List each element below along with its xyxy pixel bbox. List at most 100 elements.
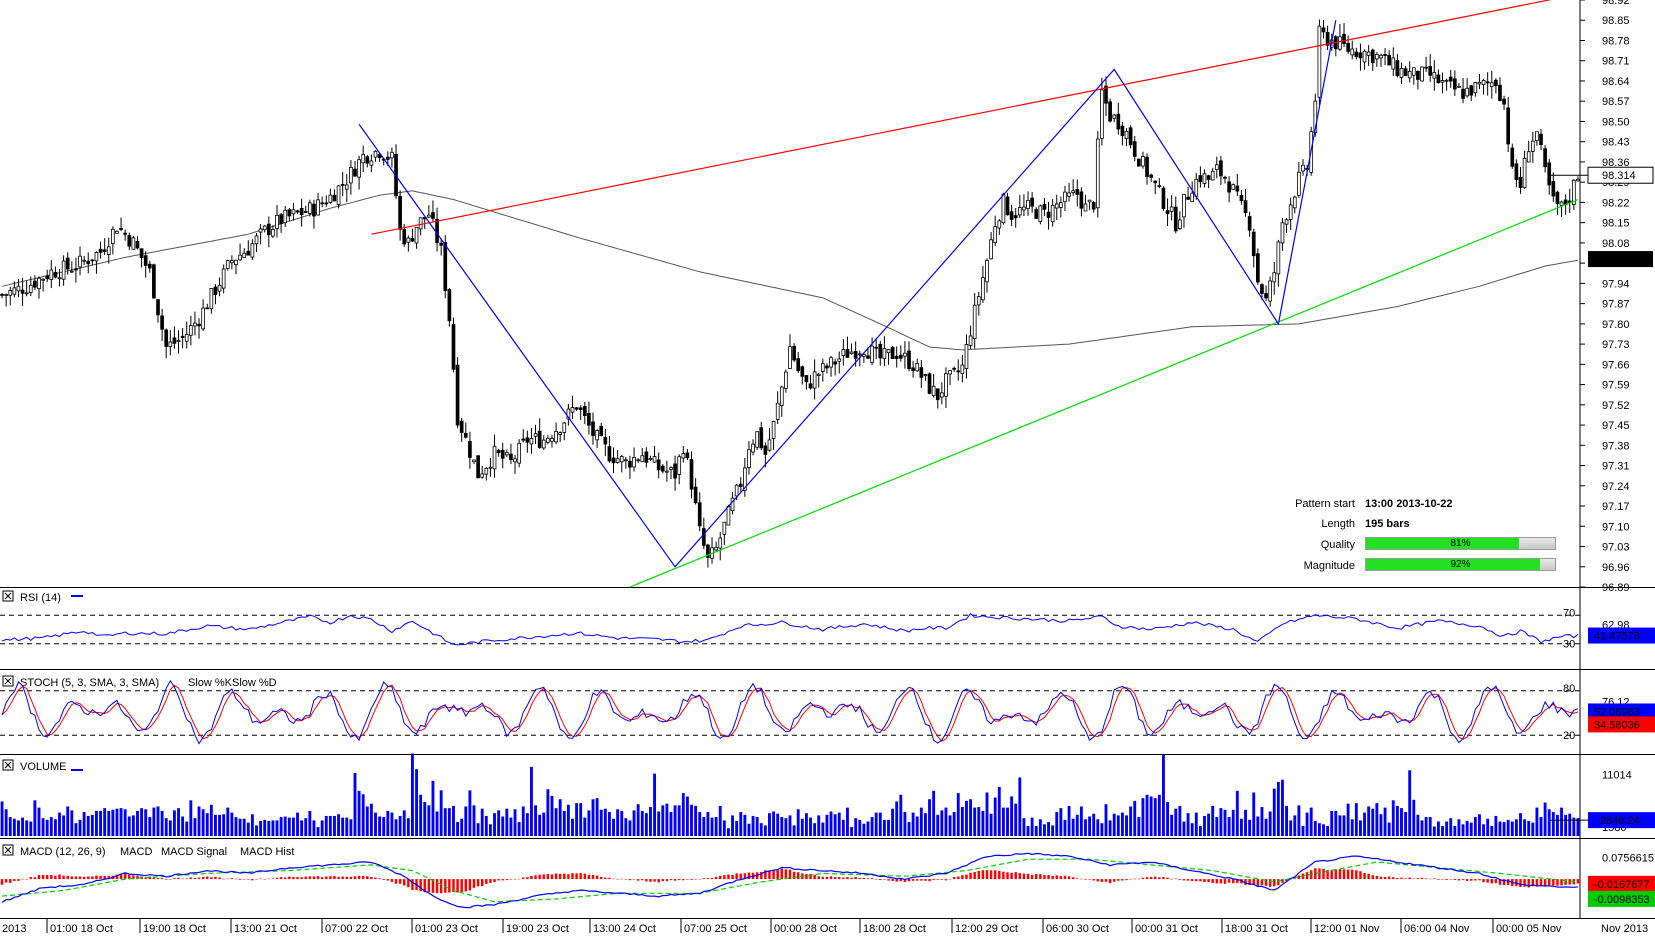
volume-bar (123, 809, 127, 836)
macd-hist-bar (78, 876, 82, 880)
candle-body (1284, 219, 1289, 225)
candle (258, 223, 263, 245)
macd-hist-bar (1412, 878, 1416, 880)
macd-hist-bar (1088, 879, 1091, 880)
candle (320, 196, 324, 208)
close-icon-cross (4, 846, 12, 854)
volume-bar (402, 810, 406, 836)
candle (1198, 166, 1203, 188)
candle (788, 334, 792, 369)
candle (1223, 175, 1227, 184)
volume-bar (497, 810, 501, 836)
candle (981, 265, 985, 303)
candle (1539, 128, 1543, 151)
candle (619, 454, 624, 473)
macd-hist-bar (792, 871, 796, 880)
volume-bar (1432, 826, 1436, 836)
macd-hist-bar (957, 876, 960, 880)
volume-bar (140, 808, 144, 836)
macd-hist-bar (1236, 879, 1239, 884)
candle (759, 421, 764, 451)
candle-body (143, 255, 148, 266)
macd-hist-bar (4, 879, 8, 883)
candle (1013, 207, 1018, 228)
candle (1165, 198, 1170, 227)
candle (209, 287, 214, 314)
candle (1530, 131, 1535, 163)
candle-body (550, 437, 554, 442)
macd-hist-bar (604, 877, 607, 880)
candle-body (61, 260, 66, 280)
candle-body (373, 150, 378, 158)
candle (595, 429, 599, 449)
candle (213, 284, 218, 305)
candle-body (418, 217, 423, 230)
macd-hist-bar (887, 879, 890, 881)
candle (1120, 122, 1125, 146)
candle (266, 216, 271, 248)
volume-bar (263, 819, 267, 836)
volume-bar (587, 810, 591, 836)
volume-bar (1034, 825, 1038, 836)
candle (751, 439, 755, 456)
candle (919, 360, 924, 388)
candle (648, 455, 653, 461)
candle (410, 228, 415, 242)
candle (882, 336, 887, 367)
volume-bar (870, 817, 874, 836)
price-tick-label: 98.36 (1602, 157, 1630, 169)
volume-bar (25, 820, 29, 836)
macd-hist-bar (480, 879, 484, 887)
macd-hist-bar (218, 877, 221, 880)
volume-bar (965, 800, 968, 836)
volume-bar (985, 792, 989, 836)
macd-hist-bar (1022, 873, 1026, 880)
candle-body (1502, 98, 1506, 105)
candle-body (648, 458, 653, 460)
candle (394, 144, 398, 200)
candle-body (1559, 201, 1564, 206)
candle-body (578, 407, 583, 411)
candle (808, 374, 813, 390)
macd-hist-bar (1006, 872, 1009, 880)
macd-hist-bar (1248, 879, 1251, 885)
candle-body (730, 497, 735, 511)
volume-bar (1428, 817, 1432, 836)
candle (168, 330, 173, 356)
candle-body (607, 446, 612, 462)
candle (997, 218, 1002, 235)
candle (1407, 61, 1412, 83)
candle (1083, 194, 1088, 212)
candle-body (1042, 204, 1047, 210)
macd-hist-bar (370, 876, 373, 880)
candle (1059, 196, 1063, 218)
candle-body (102, 249, 107, 252)
candle-body (90, 259, 95, 262)
volume-bar (595, 798, 599, 836)
candle (16, 278, 21, 298)
candle (837, 351, 842, 374)
candle (33, 275, 37, 291)
candle-body (693, 486, 698, 504)
volume-bar (1063, 819, 1067, 836)
candle (903, 341, 907, 369)
macd-value-box (1588, 875, 1655, 892)
volume-bar (718, 805, 722, 836)
macd-hist-bar (29, 877, 33, 880)
candle-body (898, 354, 903, 359)
volume-bar (320, 820, 324, 836)
candle (1428, 54, 1433, 82)
candle-body (722, 521, 727, 535)
candle (911, 360, 915, 378)
candle (993, 215, 998, 247)
candle-body (993, 226, 998, 243)
candle-body (147, 263, 152, 269)
candle (1375, 52, 1379, 67)
macd-hist-bar (50, 874, 53, 880)
macd-hist-bar (279, 877, 283, 880)
volume-bar (1519, 813, 1522, 836)
macd-hist-bar (1043, 875, 1046, 880)
macd-hist-bar (242, 879, 246, 880)
candle (1379, 53, 1383, 67)
volume-bar (1051, 825, 1055, 836)
